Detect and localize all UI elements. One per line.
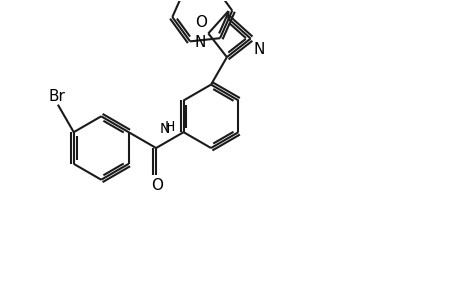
Text: Br: Br: [48, 89, 65, 104]
Text: N: N: [159, 122, 170, 136]
Text: O: O: [195, 15, 207, 30]
Text: H: H: [164, 120, 175, 134]
Text: O: O: [151, 178, 163, 193]
Text: N: N: [194, 35, 205, 50]
Text: N: N: [253, 42, 264, 57]
